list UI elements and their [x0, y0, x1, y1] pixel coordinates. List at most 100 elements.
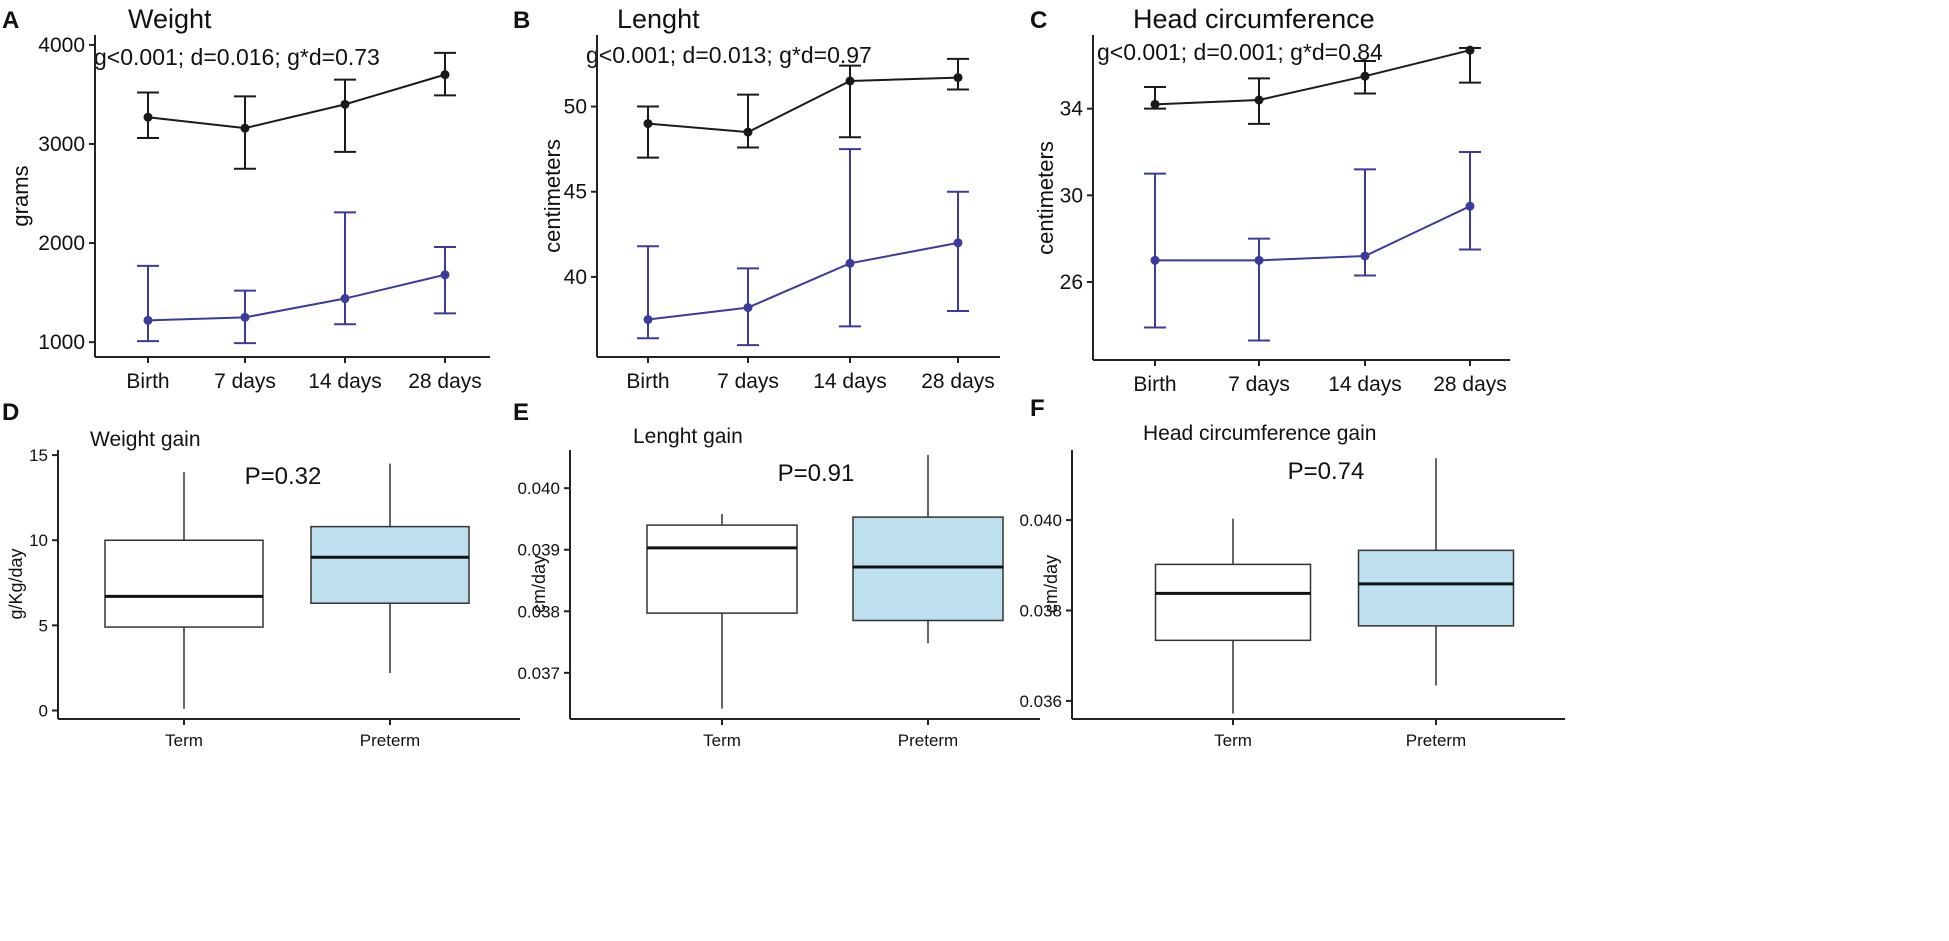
- data-point: [1465, 201, 1475, 211]
- y-axis-label: cm/day: [529, 555, 549, 613]
- panel-label: E: [513, 399, 529, 426]
- x-tick-label: Preterm: [898, 731, 958, 750]
- series-term: [637, 57, 969, 159]
- data-point: [953, 238, 963, 248]
- panel-e: E Lenght gain P=0.91 cm/day 0.037 0.038 0.039 0…: [513, 399, 1040, 750]
- data-point: [1360, 251, 1370, 261]
- p-value: P=0.74: [1288, 458, 1365, 485]
- panel-a: A Weight g<0.001; d=0.016; g*d=0.73 grams 10…: [2, 4, 490, 393]
- box-preterm: [852, 454, 1004, 644]
- y-tick-label: 26: [1060, 271, 1083, 294]
- box-preterm: [1357, 458, 1515, 686]
- x-tick-label: 7 days: [214, 370, 276, 393]
- box-term: [104, 472, 264, 709]
- y-tick-label: 0: [39, 701, 48, 720]
- y-tick-label: 1000: [38, 331, 85, 354]
- data-point: [743, 303, 753, 313]
- y-tick-label: 3000: [38, 133, 85, 156]
- stats-annotation: g<0.001; d=0.016; g*d=0.73: [94, 44, 380, 70]
- p-value: P=0.32: [245, 463, 322, 490]
- y-tick-label: 0.038: [1019, 601, 1062, 620]
- y-tick-label: 4000: [38, 34, 85, 57]
- y-tick-label: 15: [29, 446, 48, 465]
- data-point: [1254, 255, 1264, 265]
- panel-label: A: [2, 7, 19, 34]
- y-axis-label: centimeters: [540, 139, 565, 253]
- y-tick-label: 0.036: [1019, 692, 1062, 711]
- series-preterm: [1144, 151, 1481, 342]
- y-tick-label: 0.038: [517, 602, 560, 621]
- y-tick-label: 34: [1060, 98, 1084, 121]
- series-line: [1154, 49, 1471, 106]
- data-point: [1150, 255, 1160, 265]
- panel-label: D: [2, 399, 19, 426]
- x-tick-label: 14 days: [813, 370, 887, 393]
- data-point: [643, 315, 653, 325]
- chart-title: Weight gain: [90, 428, 201, 451]
- y-axis-label: centimeters: [1033, 141, 1058, 255]
- x-tick-label: 28 days: [921, 370, 995, 393]
- data-point: [1150, 99, 1160, 109]
- data-point: [1254, 95, 1264, 105]
- series-line: [647, 241, 959, 321]
- data-point: [845, 76, 855, 86]
- panel-c: C Head circumference g<0.001; d=0.001; g*d…: [1030, 4, 1510, 396]
- x-tick-label: 28 days: [408, 370, 482, 393]
- series-line: [1155, 205, 1471, 262]
- stats-annotation: g<0.001; d=0.013; g*d=0.97: [586, 42, 872, 68]
- x-tick-label: Birth: [126, 370, 169, 393]
- series-term: [1144, 45, 1481, 125]
- data-point: [953, 73, 963, 83]
- data-point: [340, 99, 350, 109]
- p-value: P=0.91: [778, 460, 855, 487]
- y-tick-label: 10: [29, 531, 48, 550]
- series-line: [647, 76, 959, 134]
- data-point: [143, 315, 153, 325]
- box-term: [646, 514, 798, 709]
- chart-title: Lenght: [617, 4, 700, 34]
- y-axis-label: g/Kg/day: [6, 548, 26, 619]
- y-tick-label: 0.040: [1019, 511, 1062, 530]
- series-term: [137, 51, 456, 170]
- data-point: [1360, 71, 1370, 81]
- data-point: [1465, 45, 1475, 55]
- series-preterm: [137, 211, 456, 345]
- y-tick-label: 45: [564, 181, 587, 204]
- data-point: [143, 112, 153, 122]
- y-tick-label: 40: [564, 266, 587, 289]
- data-point: [340, 294, 350, 304]
- iqr-box: [852, 516, 1004, 622]
- iqr-box: [1154, 563, 1312, 642]
- y-tick-label: 0.039: [517, 541, 560, 560]
- y-tick-label: 0.040: [517, 479, 560, 498]
- panel-label: B: [513, 7, 530, 34]
- y-tick-label: 5: [39, 616, 48, 635]
- data-point: [743, 127, 753, 137]
- iqr-box: [310, 525, 470, 604]
- panel-d: D Weight gain P=0.32 g/Kg/day 0 5 10 15 Term Pret…: [2, 399, 520, 750]
- iqr-box: [646, 524, 798, 614]
- panel-label: C: [1030, 7, 1047, 34]
- data-point: [440, 270, 450, 280]
- y-tick-label: 50: [564, 96, 587, 119]
- x-tick-label: Term: [703, 731, 741, 750]
- data-point: [240, 123, 250, 133]
- iqr-box: [1357, 549, 1515, 627]
- data-point: [240, 312, 250, 322]
- chart-title: Head circumference: [1133, 4, 1375, 34]
- x-tick-label: 14 days: [1328, 373, 1402, 396]
- x-tick-label: Birth: [626, 370, 669, 393]
- x-tick-label: 7 days: [717, 370, 779, 393]
- y-axis-label: cm/day: [1041, 555, 1061, 613]
- panel-label: F: [1030, 395, 1045, 422]
- series-line: [147, 273, 446, 322]
- y-tick-label: 2000: [38, 232, 85, 255]
- iqr-box: [104, 539, 264, 628]
- y-tick-label: 30: [1060, 184, 1083, 207]
- panel-b: B Lenght g<0.001; d=0.013; g*d=0.97 centime…: [513, 4, 1000, 393]
- chart-title: Weight: [128, 4, 212, 34]
- box-term: [1154, 518, 1312, 714]
- chart-title: Head circumference gain: [1143, 422, 1376, 445]
